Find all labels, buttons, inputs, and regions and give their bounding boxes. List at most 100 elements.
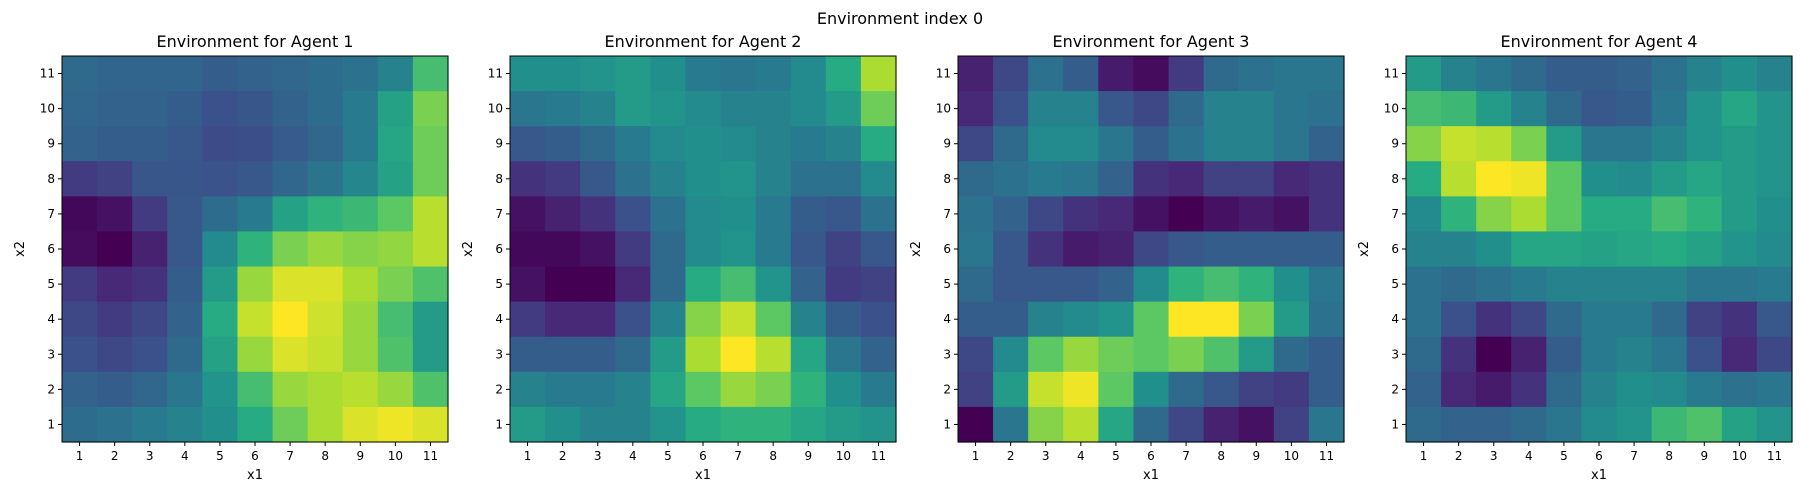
heatmap-cell [342,301,379,338]
x-tick-label: 7 [1182,449,1190,463]
heatmap-cell [860,266,897,303]
heatmap-cell [342,56,379,92]
heatmap-cell [755,266,792,303]
y-tick-label: 6 [495,242,503,256]
heatmap-cell [307,266,344,303]
heatmap-cell [272,126,309,162]
heatmap-cell [580,91,616,127]
x-tick-label: 11 [423,449,438,463]
y-tick-label: 2 [1391,382,1399,396]
y-tick-label: 11 [488,67,503,81]
heatmap-cell [1651,161,1688,197]
heatmap-cell [1581,196,1618,233]
x-tick-label: 4 [1525,449,1533,463]
heatmap-cell [755,336,792,373]
heatmap-cell [510,91,546,127]
heatmap-cell [1616,91,1653,127]
heatmap-cell [167,371,203,408]
heatmap-cell [1273,406,1310,443]
y-tick-label: 8 [47,172,55,186]
heatmap-cell [1756,56,1793,92]
heatmap-cell [342,91,379,127]
heatmap-cell [1063,161,1099,197]
heatmap-cell [1098,231,1135,268]
x-tick-label: 2 [1455,449,1463,463]
heatmap-cell [860,336,897,373]
heatmap-cell [1203,371,1240,408]
heatmap-cell [167,301,203,338]
heatmap-cell [1441,301,1477,338]
heatmap-cell [1721,56,1758,92]
heatmap-cell [97,196,133,233]
heatmap-cell [510,231,546,268]
heatmap-cell [1476,301,1512,338]
heatmap-cell [1406,371,1442,408]
heatmap-cell [1511,371,1547,408]
x-tick-label: 3 [1490,449,1498,463]
heatmap-cell [342,161,379,197]
heatmap-cell [720,266,757,303]
x-tick-label: 8 [1217,449,1225,463]
heatmap-cell [1273,336,1310,373]
heatmap-cell [1273,301,1310,338]
heatmap-cell [1686,126,1723,162]
heatmap-cell [958,161,994,197]
heatmap-cell [1133,406,1170,443]
heatmap-cell [1098,301,1135,338]
heatmap-panel-4: Environment for Agent 41 2 3 4 5 6 7 8 9 10 111234… [1357,32,1793,483]
heatmap-panel-2: Environment for Agent 21 2 3 4 5 6 7 8 9 10 111234… [461,32,897,483]
y-tick-label: 9 [943,137,951,151]
heatmap-cell [1308,406,1345,443]
heatmap-cell [237,56,274,92]
heatmap-cell [202,231,239,268]
heatmap-cell [1133,371,1170,408]
heatmap-cell [720,126,757,162]
heatmap-cell [1168,91,1205,127]
heatmap-cell [1581,231,1618,268]
heatmap-cell [1476,336,1512,373]
heatmap-cell [825,301,862,338]
heatmap-cell [790,56,827,92]
heatmap-cell [1581,371,1618,408]
heatmap-cell [580,406,616,443]
heatmap-cell [1756,406,1793,443]
heatmap-cell [62,126,98,162]
heatmap-cell [825,56,862,92]
heatmap-cell [510,336,546,373]
heatmap-cell [825,406,862,443]
y-tick-label: 4 [1391,312,1399,326]
y-tick-label: 6 [1391,242,1399,256]
heatmap-cell [412,56,449,92]
x-tick-label: 7 [734,449,742,463]
heatmap-cell [132,301,168,338]
heatmap-cell [1406,161,1442,197]
heatmap-cell [62,161,98,197]
y-tick-label: 10 [40,102,55,116]
heatmap-cell [1686,406,1723,443]
heatmap-cell [167,91,203,127]
heatmap-cell [1721,196,1758,233]
heatmap-cell [1063,56,1099,92]
heatmap-cell [1686,161,1723,197]
heatmap-cell [993,336,1029,373]
y-tick-label: 10 [488,102,503,116]
heatmap-cell [1028,301,1064,338]
heatmap-cell [825,161,862,197]
heatmap-cell [1721,91,1758,127]
heatmap-cell [1581,91,1618,127]
heatmap-cell [1273,91,1310,127]
heatmap-cell [1756,336,1793,373]
heatmap-cell [825,91,862,127]
heatmap-cell [615,196,651,233]
heatmap-cell [342,406,379,443]
heatmap-cell [1756,126,1793,162]
heatmap-cell [237,371,274,408]
heatmap-cell [720,161,757,197]
x-tick-label: 5 [1560,449,1568,463]
heatmap-cell [720,371,757,408]
heatmap-cell [1721,371,1758,408]
heatmap-cell [1028,336,1064,373]
heatmap-cell [62,301,98,338]
heatmap-cell [1651,126,1688,162]
y-tick-label: 5 [943,277,951,291]
